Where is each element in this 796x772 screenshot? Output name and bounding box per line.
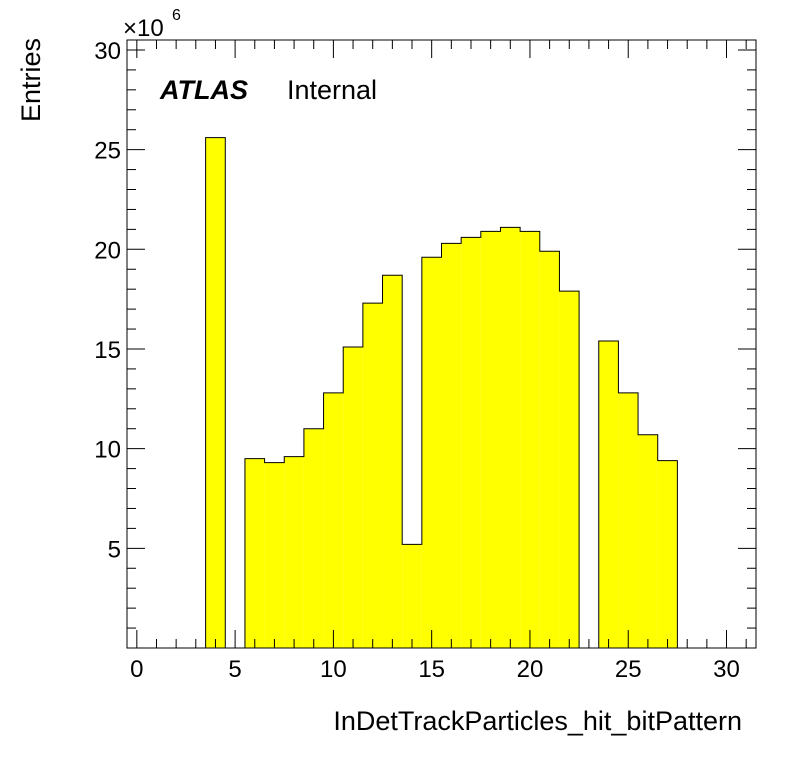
plot-frame	[126, 39, 757, 649]
y-tick-label: 20	[94, 237, 121, 264]
histogram-bar	[303, 428, 324, 648]
histogram-bar	[657, 460, 678, 648]
histogram-bar	[343, 346, 363, 648]
histogram-bar	[480, 231, 501, 649]
histogram-bar	[402, 544, 422, 648]
histogram-bar	[539, 251, 560, 648]
x-tick-label: 30	[713, 656, 740, 683]
histogram-bar	[362, 303, 383, 648]
y-tick-label: 25	[94, 138, 121, 165]
histogram-bar	[618, 392, 639, 648]
histogram-bar	[284, 456, 304, 648]
x-tick-labels: 0 5 10 15 20 25 30	[130, 656, 740, 683]
y-tick-label: 5	[108, 536, 121, 563]
internal-label: Internal	[287, 75, 377, 105]
histogram-bar	[559, 291, 580, 648]
x-tick-label: 10	[320, 656, 347, 683]
y-tick-label: 15	[94, 337, 121, 364]
y-tick-labels: 5 10 15 20 25 30	[94, 38, 121, 563]
histogram-step-line	[205, 137, 678, 648]
x-axis-title: InDetTrackParticles_hit_bitPattern	[333, 706, 742, 736]
histogram-bar	[205, 137, 226, 648]
histogram-outline	[205, 137, 678, 648]
histogram-bar	[421, 257, 442, 648]
x-tick-label: 15	[418, 656, 445, 683]
histogram-bar	[323, 392, 344, 648]
histogram-bar	[461, 237, 481, 648]
y-axis-title: Entries	[16, 38, 46, 122]
x-tick-label: 0	[130, 656, 143, 683]
histogram-bar	[382, 275, 403, 648]
axis-ticks	[127, 40, 756, 648]
histogram-bar	[244, 458, 265, 648]
y-multiplier-exponent: 6	[172, 7, 181, 24]
histogram-bar	[500, 227, 521, 648]
histogram-bar	[520, 231, 540, 649]
y-tick-label: 30	[94, 38, 121, 65]
histogram-bar	[441, 243, 462, 648]
y-multiplier: ×10	[123, 15, 164, 42]
x-tick-label: 25	[615, 656, 642, 683]
x-tick-label: 20	[517, 656, 544, 683]
histogram-bar	[264, 462, 285, 648]
atlas-label: ATLAS	[159, 75, 248, 105]
y-tick-label: 10	[94, 437, 121, 464]
x-tick-label: 5	[228, 656, 241, 683]
histogram-bar	[638, 434, 658, 648]
histogram-bar	[598, 341, 619, 648]
histogram-bars	[205, 137, 678, 649]
